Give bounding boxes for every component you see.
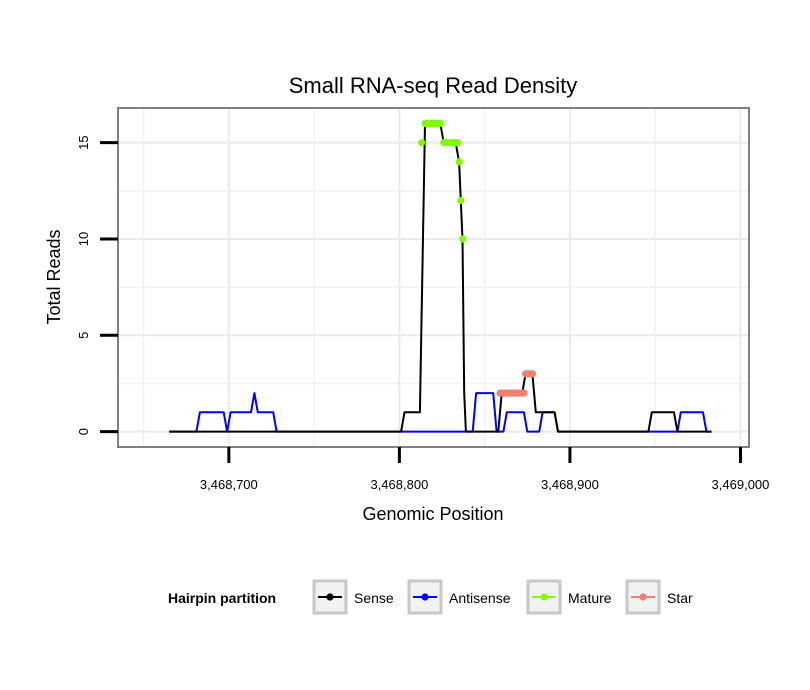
- x-axis: 3,468,700 3,468,800 3,468,900 3,469,000: [200, 447, 769, 492]
- legend-key-point: [540, 593, 548, 601]
- legend: Hairpin partition Sense Antisense Mature St…: [168, 579, 693, 615]
- data-point-mature: [458, 235, 467, 243]
- data-point-mature: [453, 139, 461, 147]
- legend-label: Antisense: [449, 590, 511, 606]
- chart-title: Small RNA-seq Read Density: [289, 73, 578, 98]
- legend-key-point: [421, 593, 429, 601]
- x-tick-label: 3,468,700: [200, 477, 258, 492]
- legend-items: Sense Antisense Mature Star: [312, 579, 693, 615]
- y-tick-label: 0: [76, 428, 91, 435]
- legend-entry-antisense: Antisense: [407, 579, 511, 615]
- plot-border: [117, 107, 750, 448]
- y-axis: 0 5 10 15: [76, 135, 118, 435]
- plot-panel: [117, 107, 750, 448]
- data-point-mature: [455, 158, 463, 166]
- legend-entry-sense: Sense: [312, 579, 394, 615]
- legend-key-point: [326, 593, 334, 601]
- x-axis-title: Genomic Position: [362, 504, 503, 524]
- y-tick-label: 5: [76, 332, 91, 339]
- y-tick-label: 10: [76, 232, 91, 246]
- legend-label: Star: [667, 590, 693, 606]
- data-point-mature: [457, 196, 465, 205]
- data-point-star: [528, 370, 537, 378]
- legend-label: Mature: [568, 590, 612, 606]
- series-layer: [169, 119, 712, 433]
- x-tick-label: 3,469,000: [712, 477, 770, 492]
- y-axis-title: Total Reads: [44, 229, 64, 324]
- data-point-mature: [436, 119, 444, 127]
- plot-background: [118, 108, 749, 447]
- x-tick-label: 3,468,800: [370, 477, 428, 492]
- x-tick-label: 3,468,900: [541, 477, 599, 492]
- legend-key-point: [639, 593, 647, 601]
- data-point-star: [520, 389, 528, 397]
- y-tick-label: 15: [76, 135, 91, 149]
- legend-title: Hairpin partition: [168, 590, 276, 606]
- legend-entry-mature: Mature: [526, 579, 612, 615]
- data-point-mature: [418, 139, 426, 147]
- legend-entry-star: Star: [625, 579, 693, 615]
- legend-label: Sense: [354, 590, 394, 606]
